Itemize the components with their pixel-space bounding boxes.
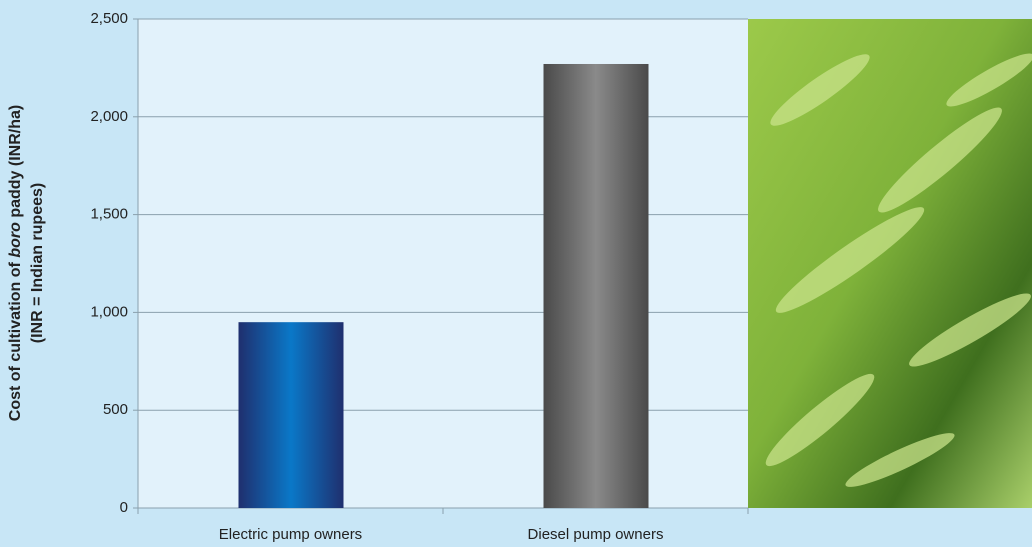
y-tick-label: 0 bbox=[120, 499, 128, 516]
y-axis-label: (INR = Indian rupees) bbox=[29, 183, 46, 343]
y-axis-label: Cost of cultivation of boro paddy (INR/h… bbox=[7, 105, 24, 421]
x-tick-label: Diesel pump owners bbox=[528, 526, 664, 543]
y-tick-label: 500 bbox=[103, 401, 128, 418]
bar bbox=[543, 63, 649, 508]
bar bbox=[238, 322, 344, 508]
y-tick-label: 2,000 bbox=[90, 108, 128, 125]
plot-area bbox=[138, 19, 748, 508]
y-tick-label: 2,500 bbox=[90, 10, 128, 27]
photo bbox=[748, 19, 1032, 508]
x-tick-label: Electric pump owners bbox=[219, 526, 362, 543]
y-tick-label: 1,000 bbox=[90, 303, 128, 320]
y-tick-label: 1,500 bbox=[90, 206, 128, 223]
